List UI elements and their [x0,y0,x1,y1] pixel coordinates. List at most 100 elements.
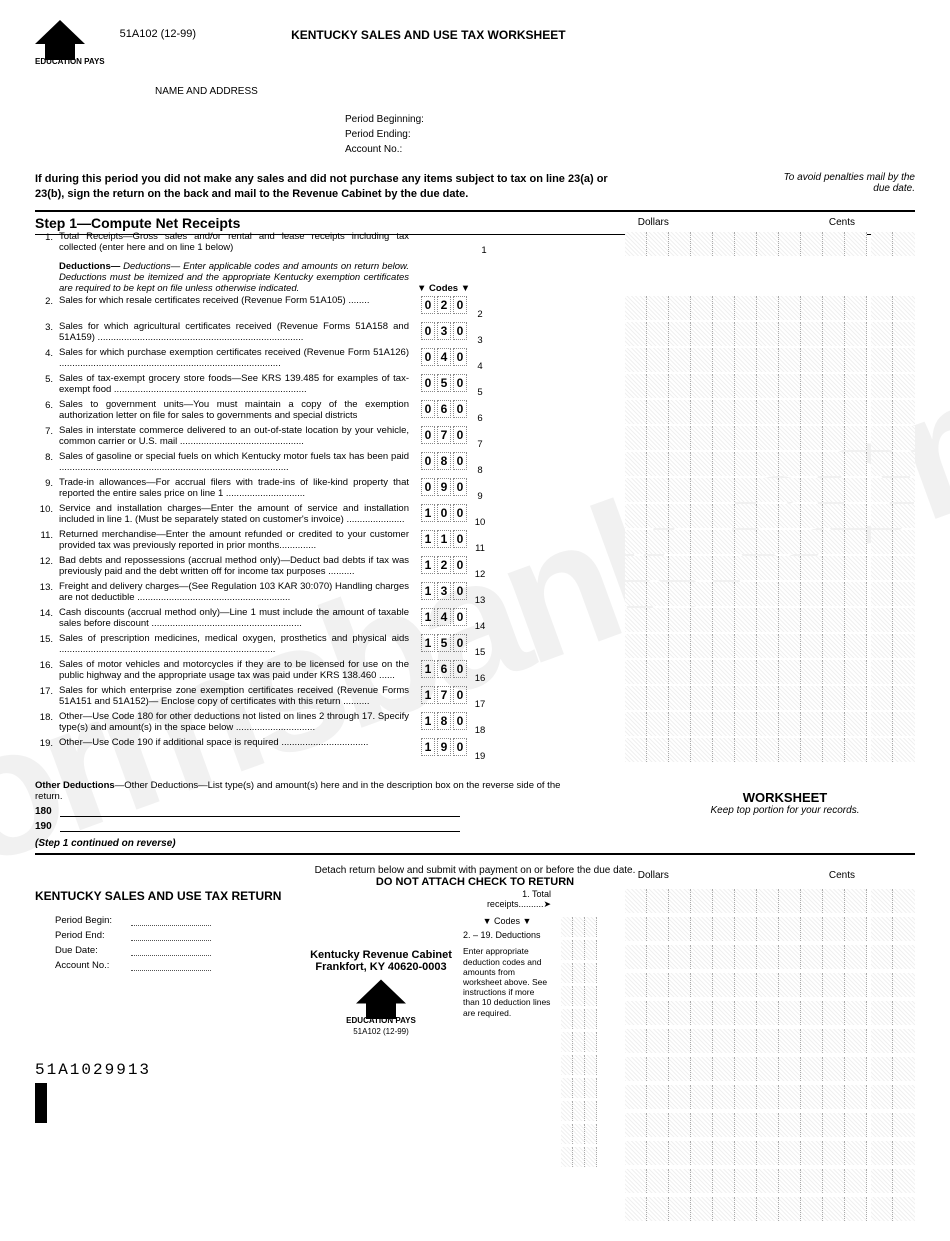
line-text: Trade-in allowances—For accrual filers w… [59,478,409,500]
amount-box[interactable] [625,556,915,580]
line-row: 5. Sales of tax-exempt grocery store foo… [35,374,915,398]
line-text: Service and installation charges—Enter t… [59,504,409,526]
code-cell: 0 [453,608,467,626]
amount-box[interactable] [625,400,915,424]
line-text: Bad debts and repossessions (accrual met… [59,556,409,578]
code-cell: 7 [437,686,451,704]
period-begin-label: Period Begin: [55,915,125,926]
line-num: 18. [35,712,53,723]
line-text: Sales of tax-exempt grocery store foods—… [59,374,409,396]
line-rnum: 18 [473,725,487,736]
amount-box[interactable] [625,889,915,913]
amount-box[interactable] [625,1141,915,1165]
code-cell: 3 [437,582,451,600]
keep-top-note: Keep top portion for your records. [655,805,915,816]
small-code-row[interactable] [561,1032,609,1052]
other-180-line[interactable]: 180 [35,806,655,817]
line-row: 8. Sales of gasoline or special fuels on… [35,452,915,476]
continued-note: (Step 1 continued on reverse) [35,838,915,855]
account-no-field[interactable] [131,960,211,971]
small-code-row[interactable] [561,1078,609,1098]
due-date-label: Due Date: [55,945,125,956]
amount-box[interactable] [625,582,915,606]
account-no: Account No.: [345,142,915,157]
code-cell: 0 [453,322,467,340]
amount-box[interactable] [625,530,915,554]
codes-label: ▼ Codes ▼ [417,283,470,294]
code-cell: 0 [421,322,435,340]
amount-box[interactable] [625,1085,915,1109]
cabinet-name: Kentucky Revenue Cabinet [309,949,453,961]
amount-box[interactable] [625,296,915,320]
amount-box[interactable] [625,634,915,658]
amount-box[interactable] [625,478,915,502]
code-box: 0 9 0 [421,478,467,496]
line-rnum: 12 [473,569,487,580]
line-text: Sales of prescription medicines, medical… [59,634,409,656]
amount-box[interactable] [625,712,915,736]
line-rnum: 7 [473,439,487,450]
line-rnum: 10 [473,517,487,528]
small-code-row[interactable] [561,1055,609,1075]
code-box: 1 8 0 [421,712,467,730]
code-cell: 0 [421,478,435,496]
line-rnum: 1 [477,245,491,256]
line-row: 2. Sales for which resale certificates r… [35,296,915,320]
due-date-field[interactable] [131,945,211,956]
small-code-row[interactable] [561,940,609,960]
period-end-field[interactable] [131,930,211,941]
line-num: 12. [35,556,53,567]
code-cell: 1 [421,556,435,574]
amount-box[interactable] [625,232,915,256]
other-190-line[interactable]: 190 [35,821,655,832]
code-cell: 6 [437,400,451,418]
line-text: Other—Use Code 180 for other deductions … [59,712,409,734]
amount-box[interactable] [625,1113,915,1137]
amount-box[interactable] [625,322,915,346]
code-cell: 0 [421,426,435,444]
amount-box[interactable] [625,1029,915,1053]
small-code-row[interactable] [561,1124,609,1144]
code-cell: 2 [437,556,451,574]
amount-box[interactable] [625,660,915,684]
code-cell: 0 [453,582,467,600]
small-code-row[interactable] [561,1009,609,1029]
small-code-row[interactable] [561,917,609,937]
amount-box[interactable] [625,1169,915,1193]
name-address-label: NAME AND ADDRESS [155,86,915,97]
line-row: 12. Bad debts and repossessions (accrual… [35,556,915,580]
line-rnum: 11 [473,543,487,554]
deductions-intro: Deductions— Deductions— Enter applicable… [59,262,409,295]
amount-box[interactable] [625,1057,915,1081]
amount-box[interactable] [625,1001,915,1025]
line-num: 1. [35,232,53,243]
amount-box[interactable] [625,374,915,398]
period-begin-field[interactable] [131,915,211,926]
period-block: Period Beginning: Period Ending: Account… [345,112,915,157]
small-code-row[interactable] [561,986,609,1006]
code-cell: 1 [421,582,435,600]
line-row: 7. Sales in interstate commerce delivere… [35,426,915,450]
small-code-row[interactable] [561,1101,609,1121]
line-rnum: 3 [473,335,487,346]
small-code-row[interactable] [561,963,609,983]
dollars-label: Dollars [638,217,669,228]
line-text: Freight and delivery charges—(See Regula… [59,582,409,604]
line-row: 3. Sales for which agricultural certific… [35,322,915,346]
code-cell: 0 [453,530,467,548]
amount-box[interactable] [625,686,915,710]
amount-box[interactable] [625,452,915,476]
amount-box[interactable] [625,1197,915,1221]
line-1: 1. Total Receipts—Gross sales and/or ren… [35,232,915,256]
code-cell: 0 [453,660,467,678]
amount-box[interactable] [625,608,915,632]
amount-box[interactable] [625,504,915,528]
amount-box[interactable] [625,945,915,969]
amount-box[interactable] [625,738,915,762]
code-box: 1 3 0 [421,582,467,600]
amount-box[interactable] [625,426,915,450]
amount-box[interactable] [625,917,915,941]
amount-box[interactable] [625,973,915,997]
amount-box[interactable] [625,348,915,372]
small-code-row[interactable] [561,1147,609,1167]
